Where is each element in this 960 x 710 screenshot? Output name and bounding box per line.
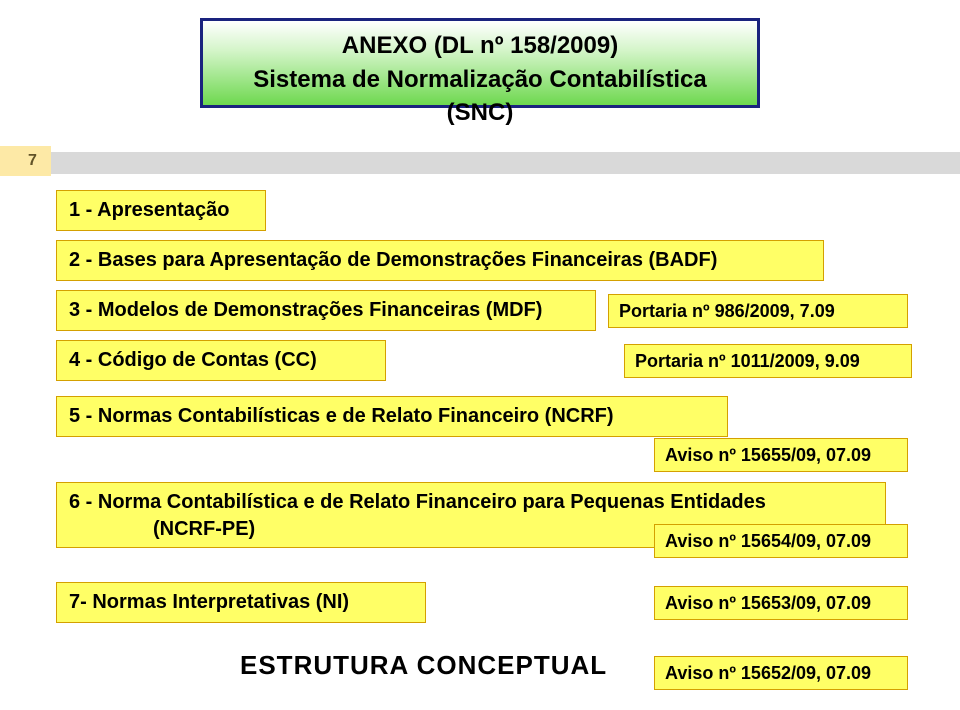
page-number-tag: 7 (0, 146, 51, 176)
item-6-line1: 6 - Norma Contabilística e de Relato Fin… (69, 491, 766, 513)
page-track (0, 152, 960, 174)
item-1-box: 1 - Apresentação (56, 190, 266, 231)
header-line-2: Sistema de Normalização Contabilística (… (223, 63, 737, 130)
item-4-box: 4 - Código de Contas (CC) (56, 340, 386, 381)
aviso-15655-box: Aviso nº 15655/09, 07.09 (654, 438, 908, 472)
header-line-1: ANEXO (DL nº 158/2009) (223, 29, 737, 63)
aviso-15654-box: Aviso nº 15654/09, 07.09 (654, 524, 908, 558)
item-3-box: 3 - Modelos de Demonstrações Financeiras… (56, 290, 596, 331)
item-7-box: 7- Normas Interpretativas (NI) (56, 582, 426, 623)
item-2-box: 2 - Bases para Apresentação de Demonstra… (56, 240, 824, 281)
estrutura-conceptual-text: ESTRUTURA CONCEPTUAL (240, 650, 607, 681)
item-5-box: 5 - Normas Contabilísticas e de Relato F… (56, 396, 728, 437)
aviso-15652-box: Aviso nº 15652/09, 07.09 (654, 656, 908, 690)
portaria-1011-box: Portaria nº 1011/2009, 9.09 (624, 344, 912, 378)
aviso-15653-box: Aviso nº 15653/09, 07.09 (654, 586, 908, 620)
portaria-986-box: Portaria nº 986/2009, 7.09 (608, 294, 908, 328)
header-box: ANEXO (DL nº 158/2009) Sistema de Normal… (200, 18, 760, 108)
anexo-text: ANEXO (342, 32, 427, 59)
dl-text: (DL nº 158/2009) (434, 32, 618, 59)
